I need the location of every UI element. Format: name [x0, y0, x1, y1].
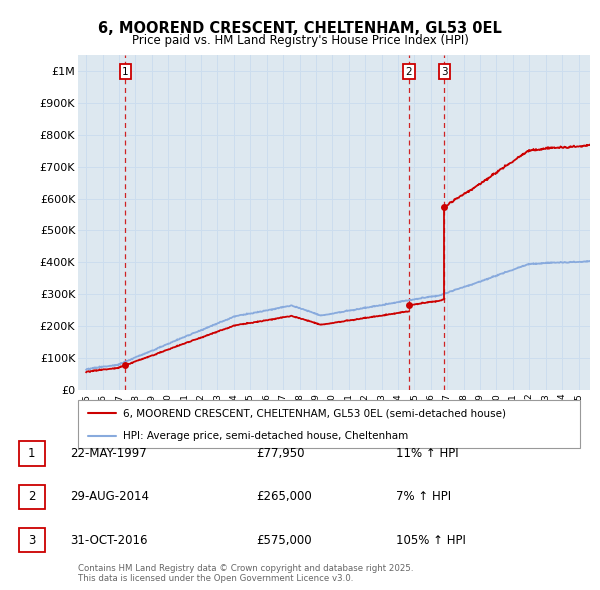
- Text: Contains HM Land Registry data © Crown copyright and database right 2025.
This d: Contains HM Land Registry data © Crown c…: [78, 563, 413, 583]
- Text: 31-OCT-2016: 31-OCT-2016: [70, 533, 148, 546]
- Text: 105% ↑ HPI: 105% ↑ HPI: [396, 533, 466, 546]
- Text: 7% ↑ HPI: 7% ↑ HPI: [396, 490, 451, 503]
- Text: 22-MAY-1997: 22-MAY-1997: [70, 447, 147, 460]
- Text: 6, MOOREND CRESCENT, CHELTENHAM, GL53 0EL: 6, MOOREND CRESCENT, CHELTENHAM, GL53 0E…: [98, 21, 502, 35]
- Text: HPI: Average price, semi-detached house, Cheltenham: HPI: Average price, semi-detached house,…: [123, 431, 409, 441]
- Text: 1: 1: [28, 447, 35, 460]
- Text: 2: 2: [28, 490, 35, 503]
- Text: 3: 3: [441, 67, 448, 77]
- Text: 6, MOOREND CRESCENT, CHELTENHAM, GL53 0EL (semi-detached house): 6, MOOREND CRESCENT, CHELTENHAM, GL53 0E…: [123, 408, 506, 418]
- FancyBboxPatch shape: [19, 528, 45, 552]
- Text: £265,000: £265,000: [256, 490, 312, 503]
- Text: 1: 1: [122, 67, 129, 77]
- Text: £575,000: £575,000: [256, 533, 312, 546]
- Text: 2: 2: [406, 67, 412, 77]
- Text: 11% ↑ HPI: 11% ↑ HPI: [396, 447, 459, 460]
- Text: 29-AUG-2014: 29-AUG-2014: [70, 490, 149, 503]
- Text: Price paid vs. HM Land Registry's House Price Index (HPI): Price paid vs. HM Land Registry's House …: [131, 34, 469, 47]
- Text: 3: 3: [28, 533, 35, 546]
- FancyBboxPatch shape: [19, 441, 45, 466]
- Text: £77,950: £77,950: [256, 447, 305, 460]
- FancyBboxPatch shape: [19, 485, 45, 509]
